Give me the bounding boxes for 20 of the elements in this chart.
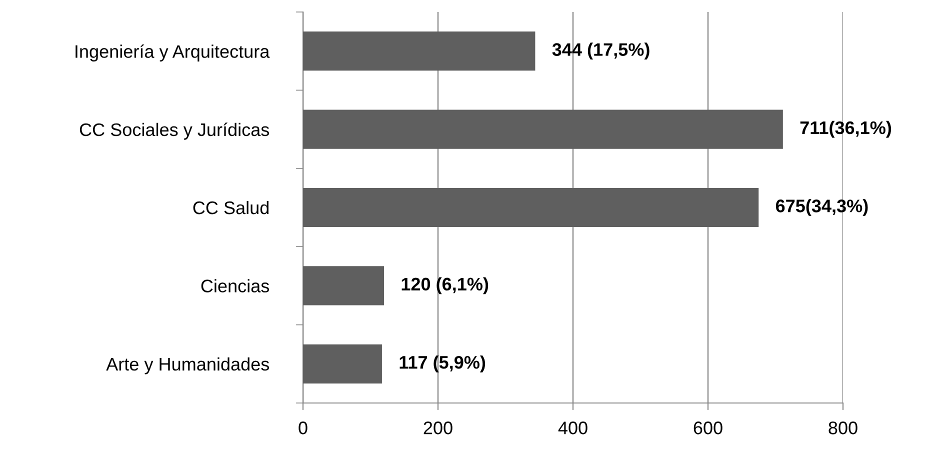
y-tick-label: CC Salud — [193, 200, 269, 214]
data-label: 120 (6,1%) — [402, 277, 488, 294]
bar — [303, 266, 384, 306]
bar — [303, 344, 382, 384]
data-label: 344 (17,5%) — [552, 42, 650, 60]
y-tick-label: Arte y Humanidades — [106, 357, 270, 374]
bar — [303, 188, 759, 228]
x-tick-label: 800 — [828, 422, 858, 434]
x-tick-label: 0 — [298, 422, 308, 434]
bar — [303, 32, 536, 71]
bar — [303, 110, 783, 149]
y-tick-label: Ciencias — [201, 279, 270, 292]
x-tick-label: 400 — [558, 422, 588, 434]
data-label: 117 (5,9%) — [400, 355, 486, 372]
x-tick-label: 600 — [694, 422, 722, 434]
x-tick-label: 200 — [424, 422, 452, 434]
data-label: 675(34,3%) — [776, 199, 868, 216]
data-label: 711(36,1%) — [800, 120, 892, 138]
y-tick-label: CC Sociales y Jurídicas — [80, 122, 270, 140]
y-tick-label: Ingeniería y Arquitectura — [76, 44, 270, 62]
